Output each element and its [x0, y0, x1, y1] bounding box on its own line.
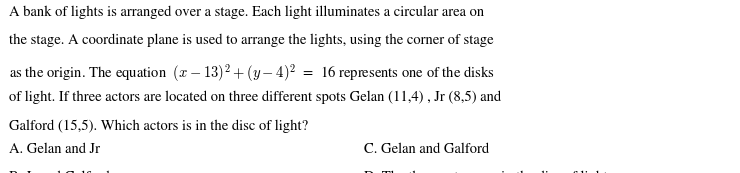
Text: B. Jr and Galford: B. Jr and Galford	[9, 170, 110, 173]
Text: the stage. A coordinate plane is used to arrange the lights, using the corner of: the stage. A coordinate plane is used to…	[9, 34, 494, 47]
Text: A. Gelan and Jr: A. Gelan and Jr	[9, 143, 100, 156]
Text: A bank of lights is arranged over a stage. Each light illuminates a circular are: A bank of lights is arranged over a stag…	[9, 5, 484, 19]
Text: Galford (15,5). Which actors is in the disc of light?: Galford (15,5). Which actors is in the d…	[9, 119, 308, 133]
Text: as the origin. The equation  $(x - 13)^2 + (y - 4)^2$  =  16 represents one of t: as the origin. The equation $(x - 13)^2 …	[9, 62, 495, 84]
Text: C. Gelan and Galford: C. Gelan and Galford	[364, 143, 489, 156]
Text: of light. If three actors are located on three different spots Gelan (11,4) , Jr: of light. If three actors are located on…	[9, 91, 501, 104]
Text: D. The three actors are in the disc of light: D. The three actors are in the disc of l…	[364, 170, 608, 173]
